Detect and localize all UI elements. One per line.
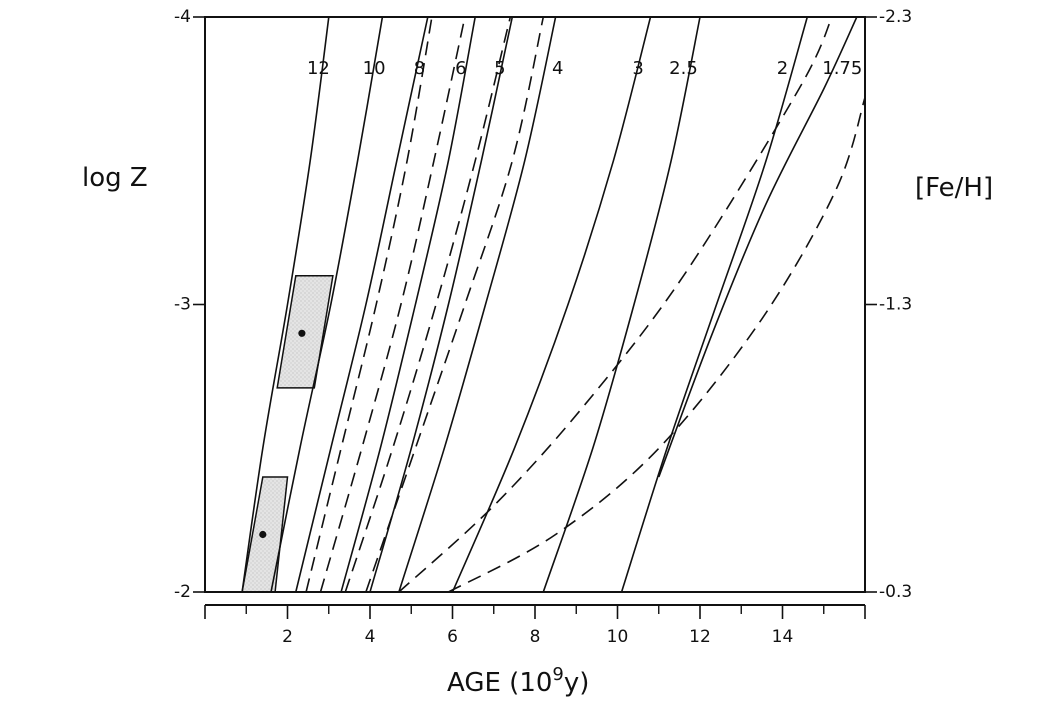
x-axis-title-sup: 9 [552,664,563,685]
y-left-tick-label: -4 [174,7,191,27]
shaded-regions [241,275,334,592]
data-point-1 [298,329,306,337]
solid-curve-4 [398,17,557,592]
solid-curve-1.75 [658,17,858,478]
x-tick-label: 6 [447,627,458,647]
x-axis-title-main: AGE (10 [447,668,552,698]
curve-label-3: 3 [632,58,643,79]
data-points [259,329,306,539]
curve-label-12: 12 [307,58,330,79]
curve-labels: 12 10 8 6 5 4 3 2.5 2 1.75 [307,58,862,79]
solid-curve-10 [270,17,384,592]
dashed-curve-2 [319,17,466,592]
x-axis-title: AGE (109y) [447,664,589,698]
y-left-axis-title: log Z [82,163,148,193]
curve-label-1.75: 1.75 [822,58,862,79]
dashed-curve-4 [365,17,545,592]
x-tick-label: 10 [607,627,629,647]
x-tick-label: 14 [772,627,794,647]
curve-label-2.5: 2.5 [669,58,698,79]
solid-curve-2.5 [542,17,701,592]
y-left-tick-label: -3 [174,295,191,315]
curves [241,17,865,592]
curve-label-10: 10 [363,58,386,79]
curve-label-5: 5 [494,58,505,79]
y-right-tick-label: -2.3 [879,7,912,27]
x-axis-title-tail: y) [564,668,590,698]
curve-label-8: 8 [414,58,425,79]
x-tick-label: 4 [365,627,376,647]
y-right-tick-label: -1.3 [879,295,912,315]
curve-label-4: 4 [552,58,563,79]
solid-curve-8 [295,17,429,592]
dashed-curve-5 [398,17,833,592]
curve-label-6: 6 [455,58,466,79]
dashed-curve-6 [448,97,865,592]
x-tick-label: 2 [282,627,293,647]
y-left-axis-ticks: -4 -3 -2 [174,7,205,602]
x-tick-label: 12 [689,627,711,647]
x-tick-label: 8 [530,627,541,647]
y-right-tick-label: -0.3 [879,582,912,602]
solid-curve-6 [340,17,476,592]
solid-curve-3 [451,17,652,592]
y-right-axis-title: [Fe/H] [915,173,993,203]
solid-curve-12 [241,17,330,592]
solid-curve-5 [369,17,514,592]
solid-curve-2 [620,17,809,592]
y-right-axis-ticks: -2.3 -1.3 -0.3 [865,7,912,602]
curve-label-2: 2 [777,58,788,79]
dashed-curve-1 [305,17,433,592]
y-left-tick-label: -2 [174,582,191,602]
data-point-2 [259,530,267,539]
x-axis-ticks: 2 4 6 8 10 12 14 [204,605,866,647]
dashed-curve-3 [344,17,512,592]
